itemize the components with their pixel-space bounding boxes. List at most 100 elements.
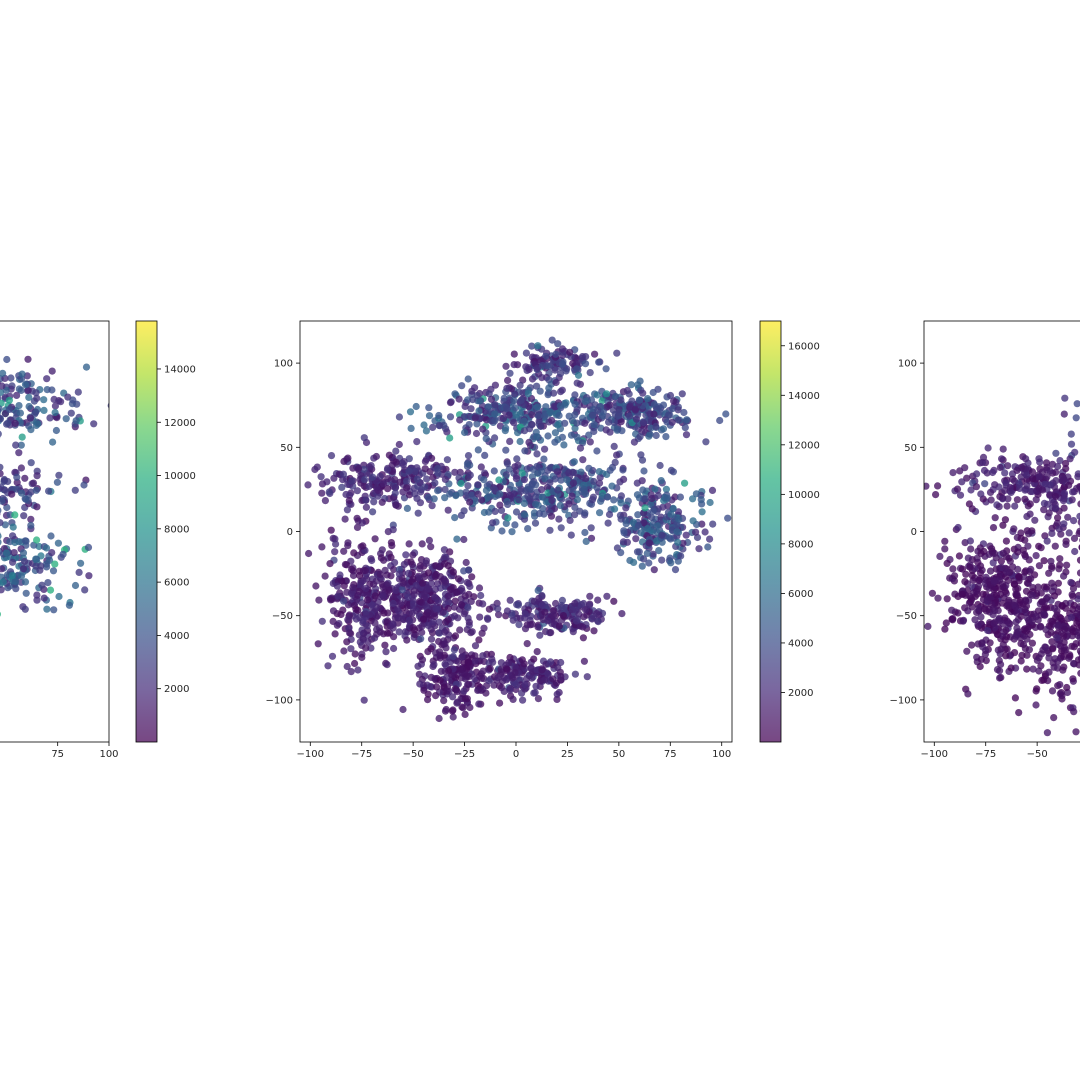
scatter-point — [0, 539, 2, 546]
scatter-point — [552, 679, 561, 687]
scatter-point — [1048, 579, 1056, 587]
scatter-point — [1028, 639, 1036, 647]
scatter-point — [392, 586, 400, 595]
scatter-point — [520, 660, 528, 668]
x-tick-label: 75 — [51, 749, 64, 760]
scatter-point — [475, 700, 483, 708]
scatter-point — [636, 433, 644, 441]
scatter-point — [477, 674, 486, 682]
scatter-point — [544, 432, 552, 440]
scatter-point — [987, 496, 995, 504]
scatter-point — [520, 417, 528, 425]
scatter-point — [428, 502, 436, 510]
scatter-point — [706, 535, 714, 543]
scatter-point — [1022, 455, 1030, 463]
scatter-point — [471, 657, 479, 665]
scatter-point — [533, 648, 541, 656]
scatter-point — [1063, 683, 1071, 692]
scatter-point — [1023, 635, 1031, 643]
scatter-point — [344, 542, 352, 550]
scatter-point — [697, 496, 705, 504]
scatter-point — [40, 396, 48, 404]
scatter-point — [648, 513, 656, 522]
scatter-point — [427, 635, 436, 643]
scatter-point — [350, 549, 358, 557]
scatter-point — [345, 496, 353, 505]
scatter-point — [1054, 579, 1062, 587]
colorbar-tick-label: 12000 — [164, 418, 196, 429]
scatter-point — [416, 565, 424, 573]
scatter-point — [462, 558, 470, 567]
scatter-point — [551, 429, 560, 437]
scatter-point — [441, 485, 449, 494]
scatter-point — [482, 416, 491, 424]
scatter-point — [1028, 468, 1037, 476]
scatter-point — [330, 474, 338, 482]
scatter-point — [1001, 516, 1010, 524]
scatter-point — [510, 397, 518, 405]
scatter-point — [1071, 547, 1079, 556]
scatter-point — [27, 521, 35, 530]
scatter-point — [384, 485, 392, 493]
scatter-point — [523, 640, 531, 648]
scatter-point — [640, 467, 648, 475]
scatter-point — [959, 617, 967, 625]
scatter-point — [450, 603, 458, 611]
scatter-point — [1002, 479, 1010, 487]
scatter-point — [586, 438, 594, 446]
scatter-point — [458, 653, 466, 661]
scatter-point — [36, 566, 44, 574]
scatter-point — [437, 667, 445, 675]
y-tick-label: −50 — [272, 611, 293, 622]
scatter-point — [500, 687, 508, 696]
scatter-point — [528, 411, 536, 419]
scatter-point — [422, 427, 430, 435]
scatter-point — [598, 412, 606, 420]
scatter-point — [537, 467, 546, 475]
scatter-point — [612, 392, 620, 401]
scatter-point — [1, 521, 9, 529]
scatter-point — [568, 492, 576, 500]
scatter-point — [9, 523, 17, 531]
scatter-point — [46, 414, 54, 422]
scatter-point — [380, 556, 388, 564]
scatter-point — [318, 617, 326, 625]
scatter-point — [1062, 646, 1070, 654]
scatter-point — [1036, 458, 1044, 466]
scatter-point — [520, 427, 529, 435]
scatter-point — [10, 549, 18, 557]
scatter-point — [541, 412, 549, 420]
scatter-point — [405, 540, 413, 548]
scatter-point — [405, 467, 413, 475]
scatter-point — [44, 579, 52, 587]
scatter-point — [555, 515, 563, 523]
y-tick-label: 50 — [904, 443, 917, 454]
scatter-point — [548, 336, 556, 344]
scatter-point — [698, 520, 706, 528]
scatter-point — [1001, 614, 1009, 622]
scatter-point — [444, 667, 453, 675]
scatter-point — [611, 458, 619, 466]
scatter-point — [674, 416, 682, 424]
scatter-point — [647, 491, 655, 499]
scatter-point — [1055, 525, 1063, 533]
scatter-point — [472, 429, 481, 438]
scatter-point — [638, 562, 646, 570]
scatter-point — [537, 422, 545, 430]
scatter-point — [463, 460, 472, 468]
scatter-point — [1060, 475, 1068, 483]
scatter-point — [724, 514, 732, 522]
scatter-point — [430, 661, 438, 669]
scatter-point — [40, 594, 48, 602]
scatter-point — [1005, 603, 1013, 612]
scatter-point — [524, 390, 532, 398]
scatter-point — [362, 503, 370, 511]
scatter-point — [538, 601, 546, 609]
scatter-point — [77, 559, 85, 567]
scatter-point — [562, 367, 570, 375]
scatter-point — [980, 605, 989, 613]
scatter-point — [502, 446, 510, 454]
scatter-point — [412, 402, 420, 411]
scatter-point — [399, 461, 407, 469]
scatter-point — [1045, 668, 1053, 676]
